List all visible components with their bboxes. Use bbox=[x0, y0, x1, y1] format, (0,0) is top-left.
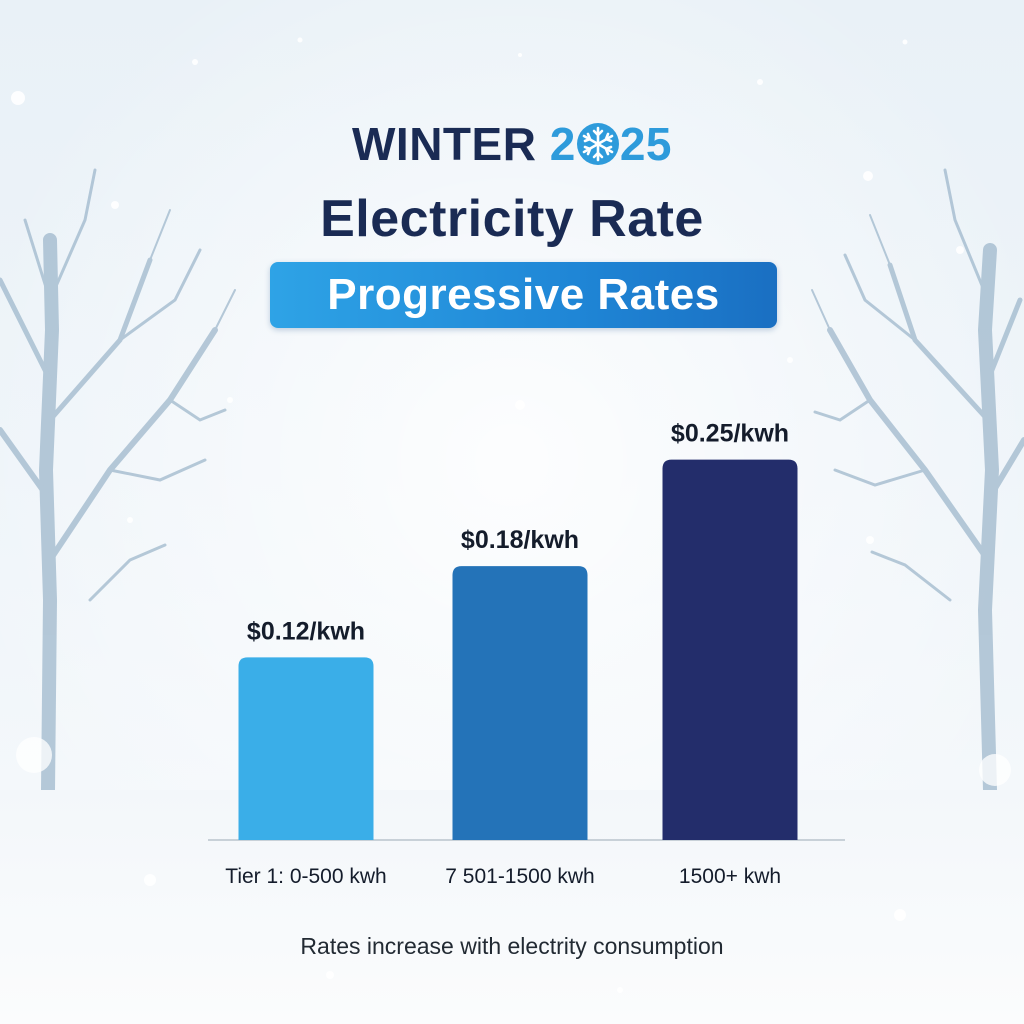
category-label-3: 1500+ kwh bbox=[679, 865, 781, 888]
title-prefix: WINTER bbox=[352, 118, 550, 170]
left-tree-illustration bbox=[0, 168, 236, 797]
category-label-1: Tier 1: 0-500 kwh bbox=[225, 865, 386, 888]
footnote: Rates increase with electrity consumptio… bbox=[300, 933, 724, 959]
bar-tier-3 bbox=[662, 459, 798, 840]
right-tree-illustration bbox=[811, 168, 1024, 797]
title-line-2: Electricity Rate bbox=[320, 190, 704, 248]
bar-tier-1 bbox=[238, 657, 374, 840]
bar-value-label-3: $0.25/kwh bbox=[671, 420, 789, 448]
subtitle-badge: Progressive Rates bbox=[270, 262, 777, 328]
bar-tier-2 bbox=[452, 566, 588, 840]
bar-value-label-2: $0.18/kwh bbox=[461, 526, 579, 554]
title-year-part2: 25 bbox=[619, 118, 672, 170]
title-line-1: WINTER 2 25 bbox=[0, 114, 1024, 174]
falling-snow bbox=[11, 37, 1011, 993]
bar-value-label-1: $0.12/kwh bbox=[247, 617, 365, 645]
snowflake-icon bbox=[576, 120, 620, 165]
category-label-2: 7 501-1500 kwh bbox=[445, 865, 594, 888]
subtitle-text: Progressive Rates bbox=[327, 270, 720, 319]
title-year-part1: 2 bbox=[549, 118, 576, 170]
